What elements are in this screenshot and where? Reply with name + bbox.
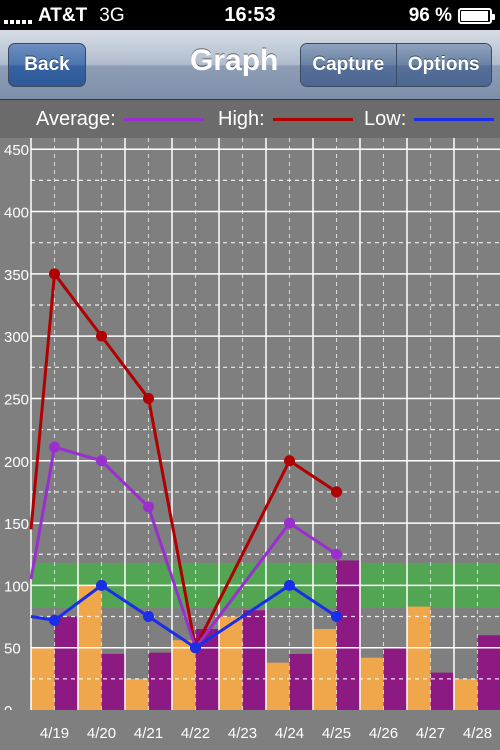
glucose-chart[interactable]: 0501001502002503003504004504/194/204/214…: [0, 138, 500, 750]
bar-4/28-a: [454, 678, 478, 710]
series-point-low: [96, 579, 107, 591]
x-tick-label: 4/24: [275, 725, 304, 742]
y-tick-label: 350: [4, 267, 29, 284]
action-segmented-control: Capture Options: [300, 43, 492, 87]
bar-4/26-b: [383, 647, 407, 710]
x-tick-label: 4/28: [463, 725, 492, 742]
bar-4/20-b: [101, 653, 125, 710]
bar-4/22-b: [195, 628, 219, 710]
status-bar: AT&T 3G 16:53 96 %: [0, 0, 500, 30]
bar-4/25-b: [336, 560, 360, 710]
x-tick-label: 4/25: [322, 725, 351, 742]
bar-4/26-a: [360, 657, 384, 710]
clock: 16:53: [224, 4, 276, 26]
bar-4/25-a: [313, 628, 337, 710]
x-axis-strip: [0, 710, 500, 750]
series-point-low: [284, 579, 295, 591]
series-point-high: [284, 455, 295, 467]
series-point-high: [331, 486, 342, 498]
bar-4/21-b: [148, 652, 172, 710]
navigation-bar: Back Graph Capture Options: [0, 30, 500, 100]
capture-button[interactable]: Capture: [301, 44, 396, 86]
series-point-low: [190, 642, 201, 654]
bar-4/23-a: [219, 616, 243, 710]
series-point-high: [96, 330, 107, 342]
legend-average-swatch: [123, 118, 204, 121]
series-point-high: [143, 392, 154, 404]
x-tick-label: 4/27: [416, 725, 445, 742]
x-axis-corner: [0, 710, 31, 750]
bar-4/27-a: [407, 606, 431, 710]
legend-low: Low:: [364, 108, 495, 131]
bar-4/24-b: [289, 653, 313, 710]
series-point-high: [49, 268, 60, 280]
chart-legend: Average: High: Low:: [0, 100, 500, 138]
carrier-name: AT&T: [38, 5, 88, 26]
battery-percent: 96 %: [408, 5, 452, 26]
bar-4/23-b: [242, 610, 266, 710]
y-tick-label: 100: [4, 578, 29, 595]
battery-icon: [458, 8, 495, 24]
bar-4/21-a: [125, 678, 149, 710]
x-tick-label: 4/21: [134, 725, 163, 742]
series-point-low: [143, 611, 154, 623]
series-point-low: [49, 614, 60, 626]
series-point-average: [284, 517, 295, 529]
bar-4/19-b: [54, 616, 78, 710]
y-tick-label: 250: [4, 391, 29, 408]
legend-high: High:: [218, 108, 353, 131]
x-tick-label: 4/22: [181, 725, 210, 742]
legend-high-swatch: [272, 118, 353, 121]
y-tick-label: 50: [4, 641, 21, 658]
y-tick-label: 450: [4, 142, 29, 159]
legend-average: Average:: [36, 108, 204, 131]
options-button[interactable]: Options: [395, 44, 491, 86]
series-point-average: [96, 455, 107, 467]
series-point-average: [143, 501, 154, 513]
series-point-average: [49, 441, 60, 453]
x-tick-label: 4/23: [228, 725, 257, 742]
x-tick-label: 4/26: [369, 725, 398, 742]
legend-low-swatch: [414, 118, 495, 121]
bar-4/24-a: [266, 662, 290, 710]
x-tick-label: 4/20: [87, 725, 116, 742]
y-tick-label: 400: [4, 205, 29, 222]
y-tick-label: 150: [4, 516, 29, 533]
series-point-average: [331, 548, 342, 560]
y-tick-label: 200: [4, 454, 29, 471]
legend-high-label: High:: [218, 108, 265, 130]
legend-average-label: Average:: [36, 108, 116, 130]
network-type: 3G: [99, 5, 125, 26]
series-point-low: [331, 611, 342, 623]
chart-canvas: 0501001502002503003504004504/194/204/214…: [0, 138, 500, 750]
bar-4/22-a: [172, 640, 196, 710]
page-title: Graph: [190, 44, 279, 77]
x-tick-label: 4/19: [40, 725, 69, 742]
back-button[interactable]: Back: [8, 43, 86, 87]
legend-low-label: Low:: [364, 108, 407, 130]
bar-4/27-b: [430, 672, 454, 710]
bar-4/28-b: [477, 635, 500, 710]
signal-strength-icon: [4, 8, 32, 24]
y-tick-label: 300: [4, 329, 29, 346]
